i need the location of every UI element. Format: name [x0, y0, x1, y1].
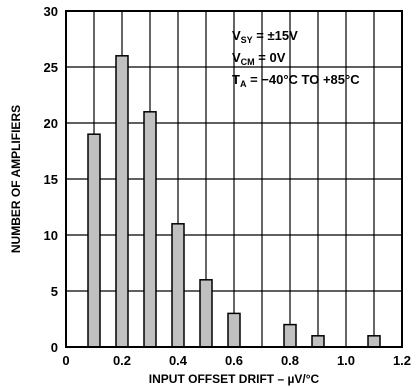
- x-tick-label: 0.2: [113, 353, 131, 368]
- y-axis-label: NUMBER OF AMPLIFIERS: [9, 105, 23, 253]
- x-axis-label: INPUT OFFSET DRIFT – µV/°C: [149, 372, 320, 386]
- x-tick-label: 0.8: [281, 353, 299, 368]
- x-tick-label: 0.4: [169, 353, 188, 368]
- histogram-bar: [144, 112, 156, 347]
- y-tick-labels: 0 5 10 15 20 25 30: [44, 4, 58, 355]
- annotation-vsy: VSY = ±15V: [232, 28, 298, 45]
- annotation-ta: TA = −40°C TO +85°C: [232, 72, 360, 89]
- x-tick-label: 1.0: [337, 353, 355, 368]
- histogram-bar: [368, 336, 380, 347]
- annotation-vcm: VCM = 0V: [232, 50, 286, 67]
- y-tick-label: 30: [44, 4, 58, 19]
- y-tick-label: 0: [51, 340, 58, 355]
- y-tick-label: 10: [44, 228, 58, 243]
- histogram-bar: [312, 336, 324, 347]
- x-tick-label: 0.6: [225, 353, 243, 368]
- histogram-bar: [228, 313, 240, 347]
- histogram-bar: [172, 224, 184, 347]
- x-tick-labels: 0 0.2 0.4 0.6 0.8 1.0 1.2: [62, 353, 411, 368]
- y-tick-label: 20: [44, 116, 58, 131]
- histogram-bar: [88, 134, 100, 347]
- x-tick-label: 0: [62, 353, 69, 368]
- conditions-annotation: VSY = ±15V VCM = 0V TA = −40°C TO +85°C: [232, 28, 360, 89]
- histogram-bar: [116, 56, 128, 347]
- y-tick-label: 25: [44, 60, 58, 75]
- y-tick-label: 15: [44, 172, 58, 187]
- x-tick-label: 1.2: [393, 353, 411, 368]
- histogram-bar: [284, 325, 296, 347]
- histogram-bar: [200, 280, 212, 347]
- y-tick-label: 5: [51, 284, 58, 299]
